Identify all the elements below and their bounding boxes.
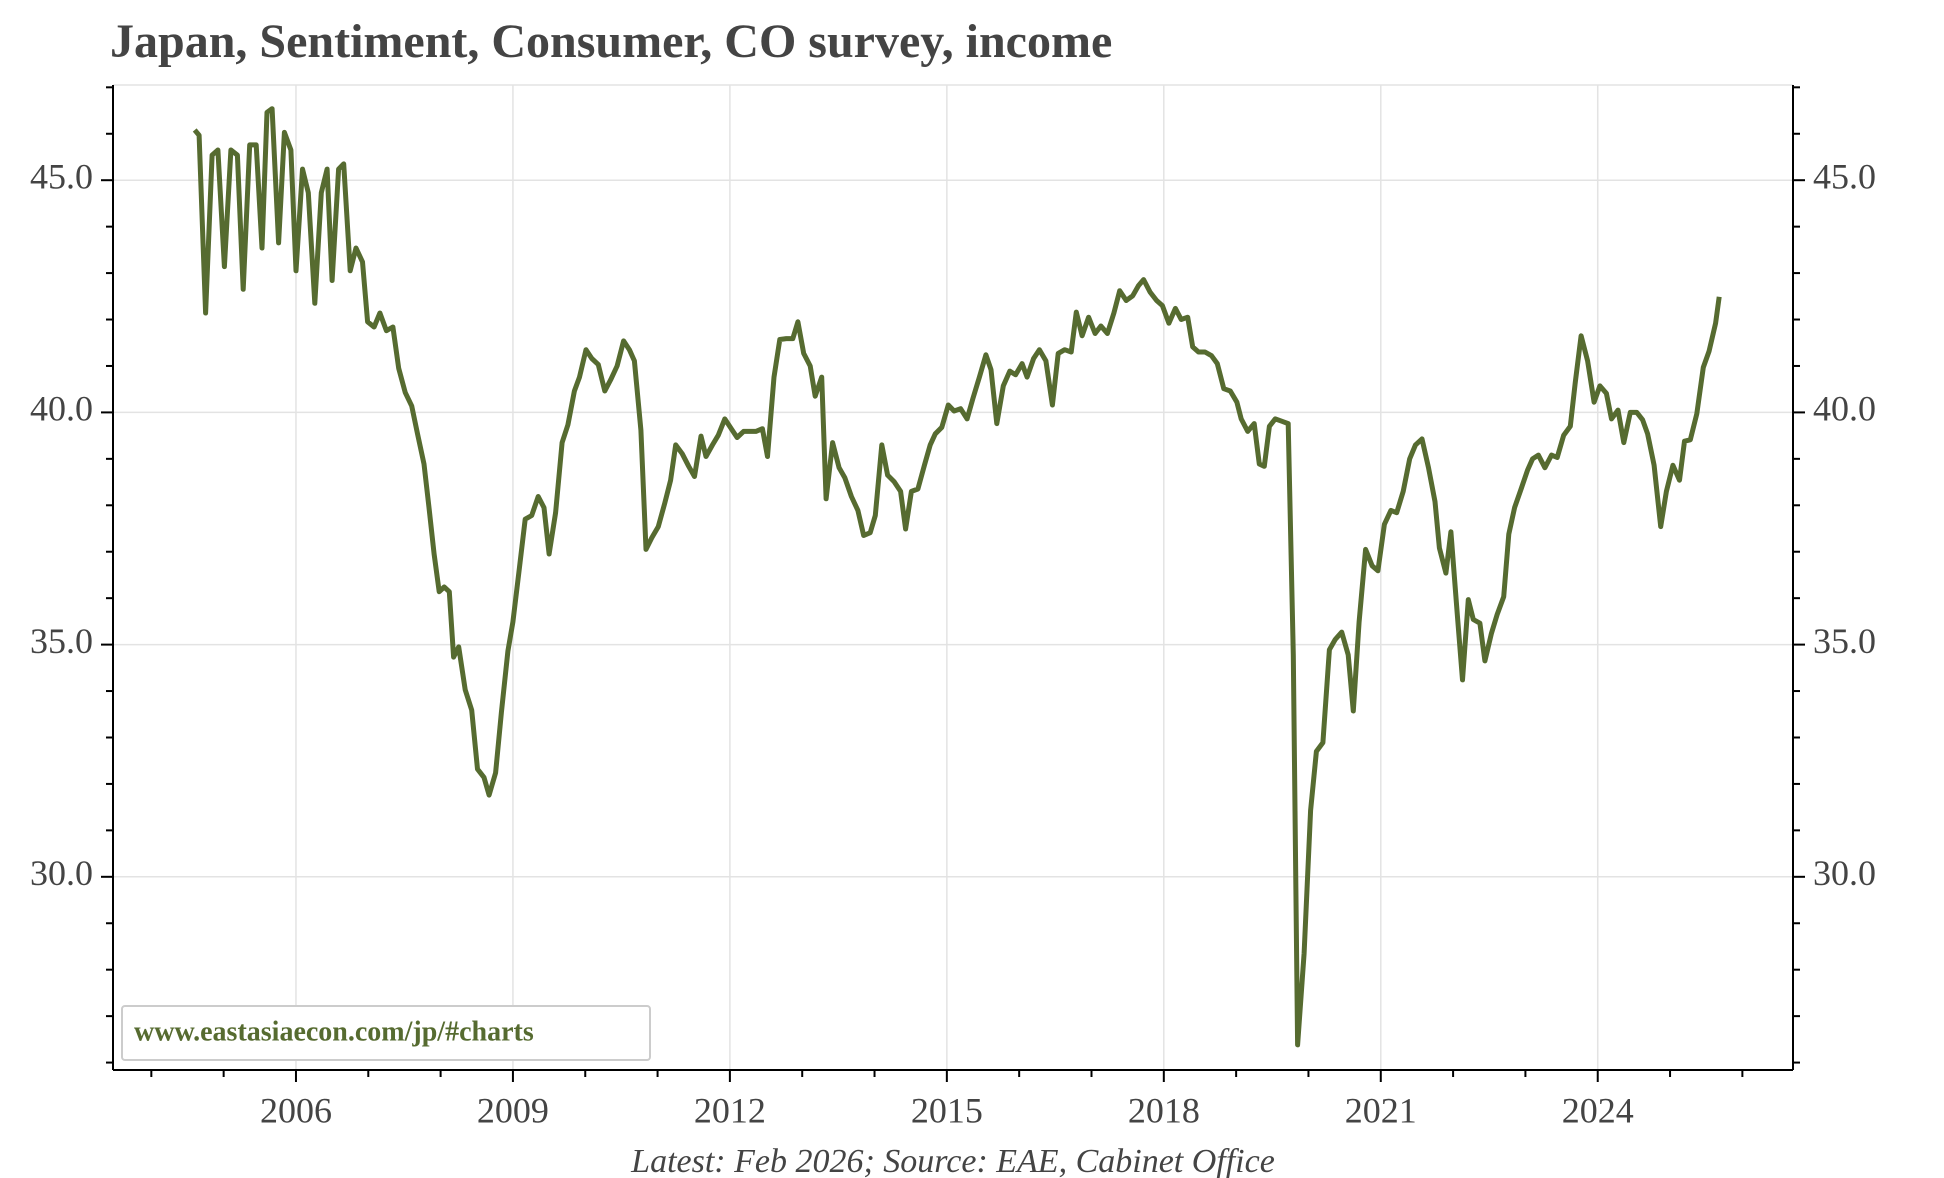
chart-title: Japan, Sentiment, Consumer, CO survey, i… <box>110 15 1112 68</box>
y-tick-label: 30.0 <box>1813 853 1876 893</box>
x-tick-label: 2021 <box>1345 1090 1417 1130</box>
x-tick-label: 2006 <box>260 1090 332 1130</box>
y-tick-label: 45.0 <box>1813 156 1876 196</box>
watermark-box <box>121 1005 651 1061</box>
x-tick-label: 2024 <box>1562 1090 1634 1130</box>
y-tick-label: 35.0 <box>1813 621 1876 661</box>
data-line <box>192 106 1722 1048</box>
x-tick-label: 2009 <box>477 1090 549 1130</box>
x-tick-label: 2012 <box>694 1090 766 1130</box>
y-tick-label: 45.0 <box>30 156 93 196</box>
y-tick-label: 30.0 <box>30 853 93 893</box>
y-tick-label: 40.0 <box>1813 389 1876 429</box>
x-tick-label: 2018 <box>1128 1090 1200 1130</box>
footnote: Latest: Feb 2026; Source: EAE, Cabinet O… <box>630 1143 1275 1178</box>
watermark: www.eastasiaecon.com/jp/#charts <box>134 1016 534 1047</box>
y-tick-label: 40.0 <box>30 389 93 429</box>
x-tick-label: 2015 <box>911 1090 983 1130</box>
y-tick-label: 35.0 <box>30 621 93 661</box>
